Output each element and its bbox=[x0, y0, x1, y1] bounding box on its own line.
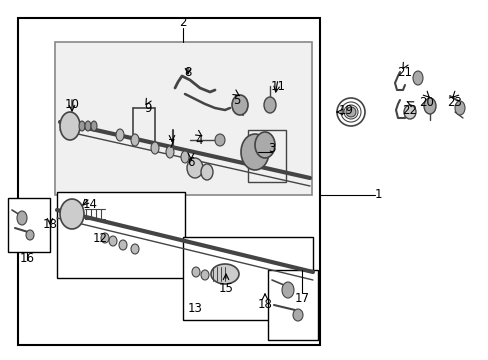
Ellipse shape bbox=[210, 264, 239, 284]
Ellipse shape bbox=[412, 71, 422, 85]
Text: 3: 3 bbox=[268, 141, 275, 154]
Bar bbox=[18, 18, 319, 345]
Ellipse shape bbox=[131, 134, 139, 146]
Ellipse shape bbox=[109, 236, 117, 246]
Ellipse shape bbox=[79, 121, 85, 131]
Text: 9: 9 bbox=[144, 102, 151, 114]
Ellipse shape bbox=[231, 95, 247, 115]
Ellipse shape bbox=[346, 107, 355, 117]
Ellipse shape bbox=[91, 121, 97, 131]
Text: 12: 12 bbox=[92, 231, 107, 244]
Text: 20: 20 bbox=[419, 95, 433, 108]
Ellipse shape bbox=[215, 134, 224, 146]
Text: 8: 8 bbox=[184, 66, 191, 78]
Text: 6: 6 bbox=[187, 157, 194, 170]
Ellipse shape bbox=[85, 121, 91, 131]
Text: 7: 7 bbox=[168, 139, 175, 152]
Text: 21: 21 bbox=[397, 66, 412, 78]
Bar bbox=[57, 192, 184, 278]
Text: 16: 16 bbox=[20, 252, 35, 265]
Ellipse shape bbox=[282, 282, 293, 298]
Bar bbox=[183, 237, 312, 320]
Ellipse shape bbox=[151, 142, 159, 154]
Bar bbox=[8, 198, 50, 252]
Ellipse shape bbox=[165, 146, 174, 158]
Text: 19: 19 bbox=[338, 104, 353, 117]
Text: 11: 11 bbox=[270, 80, 285, 93]
Text: 18: 18 bbox=[257, 298, 272, 311]
Ellipse shape bbox=[60, 199, 84, 229]
Ellipse shape bbox=[264, 97, 275, 113]
Ellipse shape bbox=[292, 309, 303, 321]
Text: 17: 17 bbox=[294, 292, 309, 305]
Ellipse shape bbox=[423, 98, 435, 114]
Ellipse shape bbox=[454, 101, 464, 115]
Ellipse shape bbox=[201, 164, 213, 180]
Bar bbox=[55, 42, 311, 195]
Ellipse shape bbox=[60, 112, 80, 140]
Ellipse shape bbox=[17, 211, 27, 225]
Ellipse shape bbox=[186, 158, 203, 178]
Text: 15: 15 bbox=[218, 282, 233, 294]
Bar bbox=[247, 130, 285, 182]
Text: 14: 14 bbox=[82, 198, 97, 211]
Ellipse shape bbox=[131, 244, 139, 254]
Bar bbox=[267, 270, 317, 340]
Ellipse shape bbox=[101, 233, 109, 243]
Text: 4: 4 bbox=[195, 134, 203, 147]
Text: 2: 2 bbox=[179, 15, 186, 28]
Ellipse shape bbox=[403, 105, 415, 119]
Text: 13: 13 bbox=[187, 302, 202, 315]
Text: 1: 1 bbox=[373, 189, 381, 202]
Ellipse shape bbox=[192, 267, 200, 277]
Ellipse shape bbox=[26, 230, 34, 240]
Text: 5: 5 bbox=[233, 94, 240, 108]
Ellipse shape bbox=[241, 134, 268, 170]
Text: 22: 22 bbox=[402, 104, 417, 117]
Ellipse shape bbox=[254, 132, 274, 158]
Ellipse shape bbox=[116, 129, 124, 141]
Text: 10: 10 bbox=[64, 98, 79, 111]
Ellipse shape bbox=[201, 270, 208, 280]
Ellipse shape bbox=[181, 151, 189, 163]
Ellipse shape bbox=[119, 240, 127, 250]
Text: 23: 23 bbox=[447, 95, 462, 108]
Text: 18: 18 bbox=[42, 219, 57, 231]
